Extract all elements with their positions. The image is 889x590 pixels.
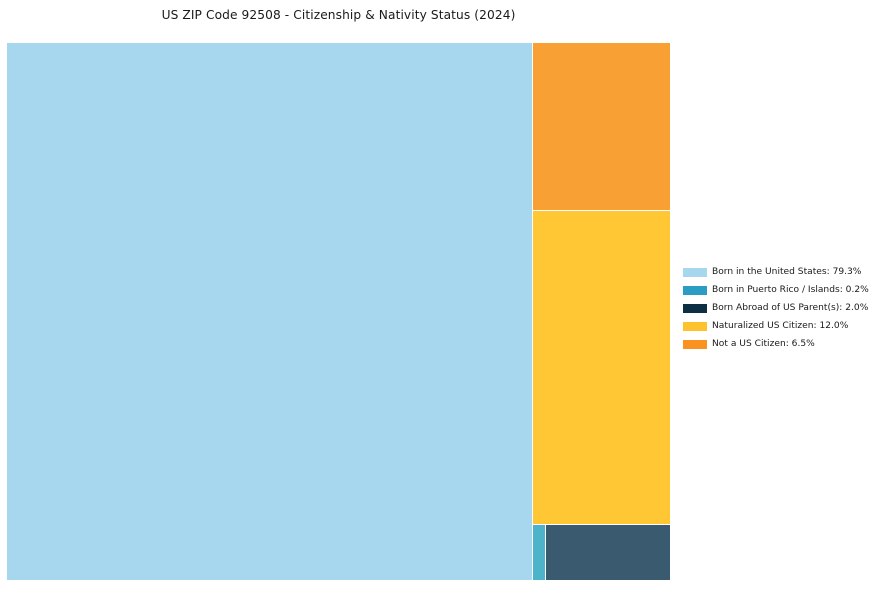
legend-item[interactable]: Born in Puerto Rico / Islands: 0.2% <box>683 282 883 300</box>
legend-label: Born Abroad of US Parent(s): 2.0% <box>712 302 869 313</box>
legend-item[interactable]: Born in the United States: 79.3% <box>683 264 883 282</box>
legend-swatch <box>683 286 707 296</box>
legend-swatch <box>683 339 707 349</box>
legend-label: Born in the United States: 79.3% <box>712 267 862 278</box>
legend-swatch <box>683 303 707 313</box>
legend-item[interactable]: Born Abroad of US Parent(s): 2.0% <box>683 300 883 318</box>
treemap-tile[interactable]: Born Abroad of US Parent(s) <box>546 525 670 580</box>
legend-swatch <box>683 321 707 331</box>
legend-item[interactable]: Naturalized US Citizen: 12.0% <box>683 317 883 335</box>
legend-label: Born in Puerto Rico / Islands: 0.2% <box>712 285 869 296</box>
treemap-tile[interactable]: Born in Puerto Rico / Islands <box>533 525 545 580</box>
legend-label: Not a US Citizen: 6.5% <box>712 338 815 349</box>
chart-legend: Born in the United States: 79.3% Born in … <box>683 264 883 353</box>
legend-swatch <box>683 268 707 278</box>
treemap-plot-area: Born in the United StatesNot a US Citize… <box>7 43 670 580</box>
treemap-tile[interactable]: Not a US Citizen <box>533 43 670 210</box>
treemap-tile[interactable]: Born in the United States <box>7 43 532 580</box>
page-title: US ZIP Code 92508 - Citizenship & Nativi… <box>161 8 516 22</box>
treemap-tile[interactable]: Naturalized US Citizen <box>533 211 670 524</box>
legend-item[interactable]: Not a US Citizen: 6.5% <box>683 335 883 353</box>
legend-label: Naturalized US Citizen: 12.0% <box>712 320 849 331</box>
